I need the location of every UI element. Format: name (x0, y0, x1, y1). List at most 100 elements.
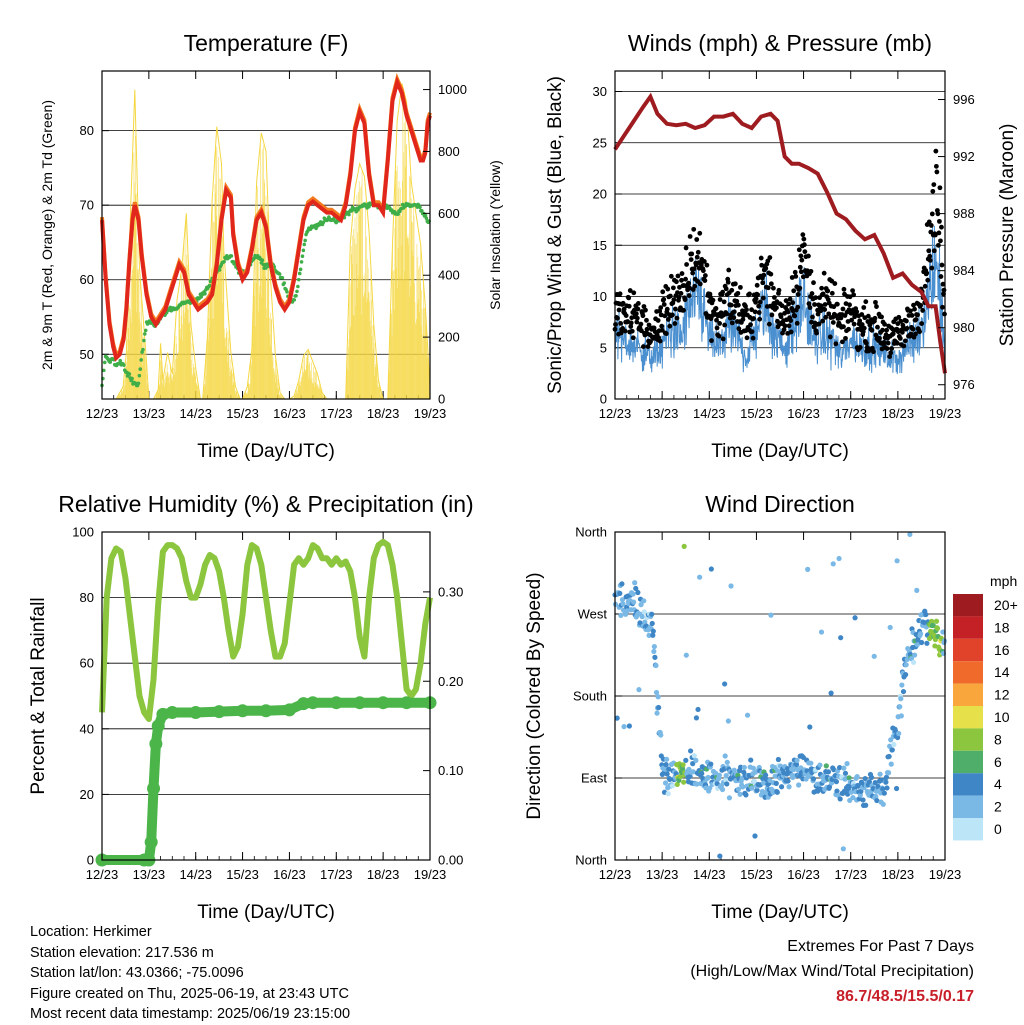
direction-point (888, 761, 894, 767)
gust-point (796, 247, 802, 253)
direction-point (836, 555, 842, 562)
y-tick-label: North (575, 525, 607, 540)
gust-point (669, 312, 675, 318)
gust-point (938, 274, 944, 279)
direction-point (894, 558, 900, 564)
direction-point (723, 773, 729, 779)
direction-point (917, 631, 924, 637)
colorbar-swatch (953, 795, 983, 818)
gust-point (847, 294, 853, 300)
gust-point (811, 280, 816, 286)
direction-point (633, 585, 639, 592)
gust-point (936, 242, 941, 248)
dewpoint-point (396, 212, 400, 216)
direction-point (680, 762, 686, 768)
gust-point (847, 302, 852, 308)
gust-point (681, 307, 686, 313)
direction-point (823, 763, 829, 769)
direction-point (743, 792, 749, 798)
gust-point (815, 311, 821, 317)
dewpoint-point (423, 213, 428, 218)
direction-point (833, 779, 840, 785)
gust-point (774, 305, 779, 311)
direction-point (687, 773, 693, 780)
direction-point (750, 765, 756, 771)
gust-point (644, 326, 650, 332)
gust-point (821, 270, 827, 276)
gust-point (765, 285, 771, 291)
gust-point (687, 234, 693, 239)
y2-tick-label: 996 (953, 92, 975, 107)
x-tick-label: 17/23 (320, 867, 353, 882)
gust-point (863, 340, 869, 346)
gust-point (744, 307, 749, 313)
direction-point (891, 741, 897, 748)
humidity-precip-panel: 0 20 40 60 80 100 12/23 13/23 14/23 15/23 16/23 17/… (28, 491, 474, 923)
y2-tick-label: 976 (953, 377, 975, 392)
direction-point (807, 724, 813, 730)
gust-point (795, 304, 801, 310)
dewpoint-point (136, 381, 141, 386)
direction-point (873, 793, 879, 800)
direction-point (934, 625, 941, 631)
gust-point (776, 287, 782, 293)
x-tick-label: 17/23 (834, 867, 867, 882)
direction-point (840, 846, 846, 852)
dewpoint-point (143, 332, 147, 336)
gust-point (744, 335, 750, 341)
gust-point (778, 314, 784, 320)
direction-point (695, 706, 701, 713)
dewpoint-point (137, 373, 142, 378)
gust-point (755, 292, 761, 298)
direction-point (614, 715, 620, 721)
gust-point (725, 279, 731, 285)
direction-point (652, 654, 658, 660)
dewpoint-point (142, 338, 146, 343)
gust-point (722, 322, 728, 328)
gust-point (628, 320, 634, 326)
gust-point (788, 318, 794, 323)
direction-point (626, 723, 632, 729)
direction-point (793, 761, 800, 768)
gust-point (924, 270, 930, 276)
x-tick-label: 17/23 (320, 406, 353, 421)
t2m-line (100, 75, 432, 362)
gust-point (859, 322, 865, 327)
gust-point (657, 338, 663, 344)
y2-tick-label: 0 (438, 392, 445, 407)
y-tick-label: 10 (593, 289, 607, 304)
gust-point (816, 321, 822, 327)
x-tick-label: 18/23 (882, 406, 915, 421)
dewpoint-point (282, 281, 287, 285)
gust-point (634, 319, 640, 325)
gust-point (627, 288, 633, 293)
speed-colorbar: mph 20+ 18 16 14 12 10 8 6 4 2 0 (953, 573, 1018, 841)
dewpoint-point (141, 347, 145, 352)
gust-point (686, 293, 692, 298)
colorbar-swatch (953, 683, 983, 706)
dewpoint-point (229, 254, 234, 258)
dewpoint-point (418, 205, 422, 210)
dewpoint-point (285, 290, 289, 294)
x-tick-label: 15/23 (226, 867, 259, 882)
dewpoint-point (118, 358, 123, 363)
gust-point (763, 265, 769, 271)
y-tick-label: 20 (593, 187, 607, 202)
direction-point (697, 574, 703, 580)
direction-point (844, 761, 850, 767)
gust-point (731, 315, 737, 321)
gust-point (717, 297, 723, 302)
direction-point (719, 786, 726, 793)
colorbar-swatch (953, 773, 983, 796)
gust-point (683, 245, 689, 251)
gust-point (740, 317, 746, 322)
gust-point (688, 257, 694, 263)
colorbar-label: 10 (994, 709, 1010, 725)
x-tick-label: 13/23 (646, 406, 679, 421)
y2-tick-label: 0.00 (438, 853, 463, 868)
direction-point (880, 801, 886, 807)
dewpoint-point (314, 226, 318, 231)
dewpoint-point (302, 242, 307, 247)
gust-point (720, 289, 726, 295)
x-tick-label: 19/23 (414, 406, 447, 421)
